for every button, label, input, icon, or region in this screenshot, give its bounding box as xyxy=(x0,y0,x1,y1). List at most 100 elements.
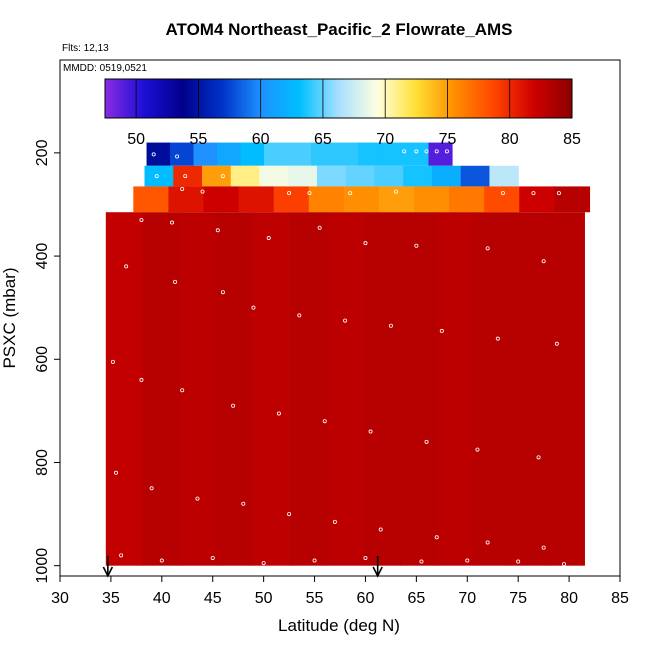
heat-cell-1-12 xyxy=(489,165,519,187)
y-tick-label: 200 xyxy=(34,139,51,166)
sample-point xyxy=(393,189,398,194)
heat-cell-0-7 xyxy=(311,142,336,166)
heat-cell-0-9 xyxy=(358,142,383,166)
sample-point xyxy=(287,512,292,517)
sample-point xyxy=(159,558,164,563)
heat-cell-1-9 xyxy=(403,165,433,187)
heat-cell-3-5 xyxy=(289,212,328,566)
heat-cell-2-0 xyxy=(133,186,169,213)
sample-point xyxy=(287,191,292,196)
sample-point xyxy=(475,447,480,452)
sample-point xyxy=(220,290,225,295)
colorbar-tick-label: 70 xyxy=(376,131,394,148)
heat-cell-1-7 xyxy=(345,165,376,187)
heat-cell-2-6 xyxy=(343,186,380,213)
sample-point xyxy=(215,228,220,233)
heat-cell-2-5 xyxy=(308,186,345,213)
sample-point xyxy=(348,191,353,196)
colorbar-tick-label: 85 xyxy=(563,131,581,148)
sample-point xyxy=(139,217,144,222)
sample-point xyxy=(500,191,505,196)
chart-title: ATOM4 Northeast_Pacific_2 Flowrate_AMS xyxy=(165,20,512,39)
heat-cell-1-6 xyxy=(316,165,347,187)
sample-point xyxy=(266,236,271,241)
x-tick-label: 80 xyxy=(560,590,578,607)
x-tick-label: 70 xyxy=(458,590,476,607)
sample-point xyxy=(414,149,419,154)
heat-cell-2-4 xyxy=(273,186,310,213)
sample-point xyxy=(151,152,156,157)
sample-point xyxy=(444,149,449,154)
flights-label: Flts: 12,13 xyxy=(62,43,109,54)
heat-cell-2-7 xyxy=(378,186,415,213)
sample-point xyxy=(180,186,185,191)
sample-point xyxy=(297,313,302,318)
sample-point xyxy=(536,455,541,460)
sample-point xyxy=(175,154,180,159)
heat-cell-3-1 xyxy=(142,212,181,566)
heat-cell-0-10 xyxy=(381,142,406,166)
sample-points xyxy=(110,149,567,567)
heat-cell-2-3 xyxy=(238,186,275,213)
sample-point xyxy=(124,264,129,269)
heat-cell-2-8 xyxy=(414,186,450,213)
y-tick-label: 600 xyxy=(34,346,51,373)
heat-cell-3-7 xyxy=(363,212,401,566)
sample-point xyxy=(173,279,178,284)
heat-cell-1-8 xyxy=(374,165,404,187)
heat-cell-0-0 xyxy=(146,142,171,166)
sample-point xyxy=(169,220,174,225)
sample-point xyxy=(434,535,439,540)
x-tick-label: 50 xyxy=(255,590,273,607)
heat-cell-3-4 xyxy=(253,212,291,566)
sample-point xyxy=(495,336,500,341)
x-tick-label: 30 xyxy=(51,590,69,607)
sample-point xyxy=(114,470,119,475)
sample-point xyxy=(251,305,256,310)
x-axis-label: Latitude (deg N) xyxy=(278,616,400,635)
heat-cell-3-11 xyxy=(510,212,549,566)
sample-point xyxy=(307,191,312,196)
y-axis-label: PSXC (mbar) xyxy=(0,267,19,368)
sample-point xyxy=(485,540,490,545)
sample-point xyxy=(363,555,368,560)
sample-point xyxy=(516,559,521,564)
down-arrow-icon xyxy=(372,556,383,578)
heat-cell-0-5 xyxy=(264,142,289,166)
arrow-markers xyxy=(102,556,383,578)
sample-point xyxy=(200,189,205,194)
heat-cell-3-8 xyxy=(400,212,438,566)
sample-point xyxy=(402,149,407,154)
heat-cell-3-9 xyxy=(437,212,475,566)
heat-cell-0-4 xyxy=(240,142,265,166)
sample-point xyxy=(556,191,561,196)
sample-point xyxy=(332,519,337,524)
sample-point xyxy=(312,558,317,563)
sample-point xyxy=(363,241,368,246)
heat-cell-2-12 xyxy=(554,186,591,213)
colorbar: 50 55 60 65 70 75 80 85 xyxy=(104,78,581,148)
heat-cell-1-4 xyxy=(259,165,289,187)
heat-cell-1-11 xyxy=(460,165,491,187)
x-tick-label: 40 xyxy=(153,590,171,607)
sample-point xyxy=(154,174,159,179)
heat-cell-0-8 xyxy=(334,142,359,166)
sample-point xyxy=(388,323,393,328)
sample-point xyxy=(180,388,185,393)
colorbar-tick-label: 50 xyxy=(127,131,145,148)
heat-cell-3-2 xyxy=(179,212,217,566)
heat-cell-2-9 xyxy=(449,186,485,213)
heat-cell-3-3 xyxy=(216,212,254,566)
x-axis: 30 35 40 45 50 55 60 65 70 75 80 85 xyxy=(51,576,629,607)
heat-cell-1-5 xyxy=(288,165,318,187)
colorbar-tick-label: 60 xyxy=(252,131,270,148)
heat-cell-0-1 xyxy=(170,142,195,166)
sample-point xyxy=(434,149,439,154)
colorbar-tick-label: 80 xyxy=(501,131,519,148)
sample-point xyxy=(343,318,348,323)
sample-point xyxy=(220,174,225,179)
sample-point xyxy=(261,561,266,566)
plot-frame xyxy=(59,59,621,577)
heat-cell-0-6 xyxy=(287,142,312,166)
